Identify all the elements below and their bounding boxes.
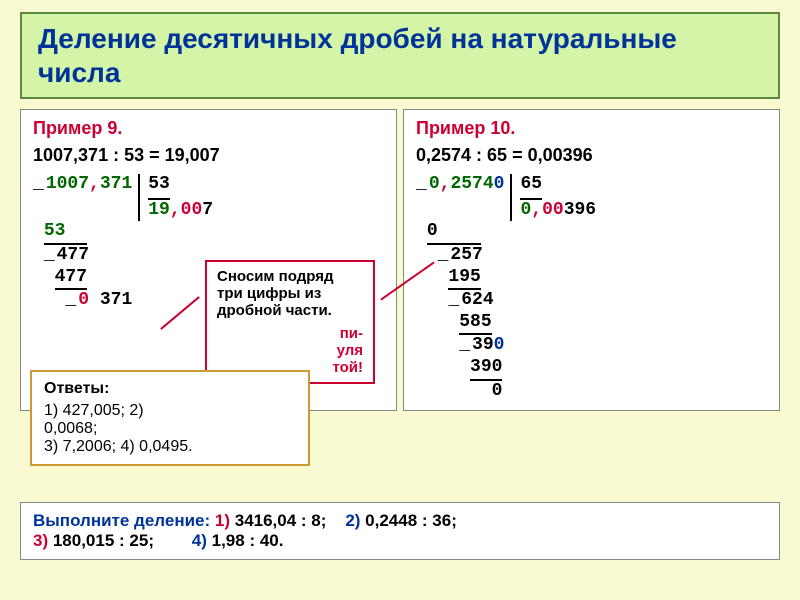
quotient-10: 0,00396	[520, 200, 596, 220]
task-num: 3)	[33, 531, 48, 550]
dividend-9: 1007,371	[46, 174, 138, 196]
footer-label: Выполните деление:	[33, 511, 210, 530]
callout-line: дробной части.	[217, 302, 363, 319]
step: 0	[427, 221, 481, 245]
task-text: 1,98 : 40.	[207, 531, 284, 550]
answers-title: Ответы:	[44, 380, 296, 398]
task-num: 2)	[345, 511, 360, 530]
callout-line: Сносим подряд	[217, 268, 363, 285]
step: 477	[55, 267, 87, 291]
title-box: Деление десятичных дробей на натуральные…	[20, 12, 780, 99]
example-9-equation: 1007,371 : 53 = 19,007	[33, 145, 384, 166]
divisor-9: 53	[148, 174, 170, 200]
dividend-10: 0,25740	[429, 174, 511, 196]
answers-line: 3) 7,2006; 4) 0,0495.	[44, 438, 296, 456]
example-10-equation: 0,2574 : 65 = 0,00396	[416, 145, 767, 166]
answers-line: 0,0068;	[44, 420, 296, 438]
step: 390	[472, 335, 504, 355]
task-num: 1)	[215, 511, 230, 530]
step: 195	[448, 267, 480, 291]
example-10-header: Пример 10.	[416, 118, 767, 139]
step: 0	[492, 381, 503, 401]
task-text: 0,2448 : 36;	[360, 511, 456, 530]
task-num: 4)	[192, 531, 207, 550]
step: 585	[459, 312, 491, 336]
task-text: 180,015 : 25;	[48, 531, 154, 550]
step: 371	[100, 290, 132, 310]
answers-box: Ответы: 1) 427,005; 2) 0,0068; 3) 7,2006…	[30, 370, 310, 466]
answers-line: 1) 427,005; 2)	[44, 402, 296, 420]
example-10-box: Пример 10. 0,2574 : 65 = 0,00396 _ 0,257…	[403, 109, 780, 411]
task-text: 3416,04 : 8;	[230, 511, 326, 530]
example-10-longdiv: _ 0,25740 65 0,00396 0 _257 195 _624 585…	[416, 174, 767, 402]
step: 624	[461, 290, 493, 310]
step: 0	[78, 290, 89, 310]
example-9-header: Пример 9.	[33, 118, 384, 139]
step: 257	[450, 245, 482, 265]
quotient-9: 19,007	[148, 200, 213, 220]
callout-note: Сносим подряд три цифры из дробной части…	[205, 260, 375, 384]
divisor-10: 65	[520, 174, 542, 200]
step: 477	[57, 245, 89, 265]
page-title: Деление десятичных дробей на натуральные…	[38, 22, 762, 89]
callout-line: три цифры из	[217, 285, 363, 302]
step: 390	[470, 357, 502, 381]
step: 53	[44, 221, 87, 245]
callout-partial: пи- уля той!	[217, 325, 363, 376]
examples-row: Пример 9. 1007,371 : 53 = 19,007 _ 1007,…	[20, 109, 780, 411]
footer-box: Выполните деление: 1) 3416,04 : 8; 2) 0,…	[20, 502, 780, 560]
